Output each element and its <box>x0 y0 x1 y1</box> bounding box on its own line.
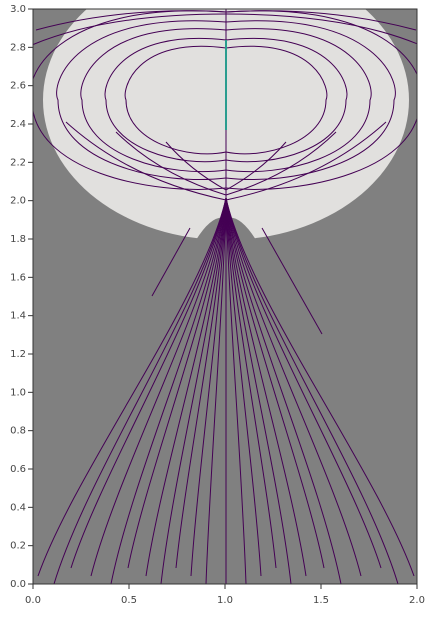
streamline <box>225 197 277 569</box>
streamline <box>115 131 227 196</box>
streamline <box>225 197 247 584</box>
streamline <box>225 10 417 31</box>
streamline <box>104 37 227 163</box>
x-tick-label: 0.5 <box>121 595 137 606</box>
y-tick-label: 2.2 <box>10 157 26 168</box>
streamline <box>160 197 227 584</box>
streamline <box>225 197 307 577</box>
x-tick-label: 2.0 <box>409 595 425 606</box>
streamline <box>225 197 325 569</box>
streamline <box>90 197 227 577</box>
y-tick-label: 3.0 <box>10 4 26 15</box>
streamline <box>56 20 227 181</box>
streamlines <box>33 9 417 584</box>
y-tick-label: 1.6 <box>10 272 26 283</box>
y-tick-label: 1.2 <box>10 349 26 360</box>
streamline <box>124 45 227 155</box>
y-tick-label: 2.6 <box>10 81 26 92</box>
streamline <box>175 197 227 569</box>
y-tick-label: 0.6 <box>10 464 26 475</box>
streamline <box>225 131 337 196</box>
y-tick-label: 0.8 <box>10 426 26 437</box>
y-tick-label: 1.4 <box>10 311 26 322</box>
streamline <box>225 197 415 577</box>
streamline <box>127 197 227 569</box>
streamline <box>37 197 227 577</box>
streamline <box>53 197 227 584</box>
y-tick-label: 2.8 <box>10 42 26 53</box>
x-tick-label: 1.5 <box>313 595 329 606</box>
streamline <box>33 13 227 46</box>
y-tick-label: 1.8 <box>10 234 26 245</box>
streamline <box>70 197 227 569</box>
streamline <box>225 197 399 584</box>
x-tick-label: 0.0 <box>25 595 41 606</box>
streamline <box>225 37 348 163</box>
streamline <box>225 28 372 173</box>
streamline <box>190 197 227 577</box>
streamline <box>225 45 328 155</box>
streamline <box>225 121 387 201</box>
streamline <box>225 197 292 584</box>
streamline <box>165 141 227 191</box>
x-tick-label: 1.0 <box>217 595 233 606</box>
streamline <box>225 197 362 577</box>
field <box>33 9 417 584</box>
streamline <box>225 10 417 190</box>
y-tick-label: 1.0 <box>10 387 26 398</box>
streamline <box>35 10 227 31</box>
streamline <box>33 10 227 190</box>
y-tick-label: 0.0 <box>10 579 26 590</box>
streamline <box>225 13 417 45</box>
streamline <box>225 20 396 181</box>
y-tick-label: 0.4 <box>10 502 26 513</box>
streamline <box>261 227 323 335</box>
streamline <box>205 197 227 584</box>
streamline <box>145 197 227 577</box>
streamline <box>225 197 342 584</box>
streamline <box>225 197 262 577</box>
streamline <box>225 141 287 191</box>
y-tick-label: 2.4 <box>10 119 26 130</box>
streamline <box>151 227 191 297</box>
streamline <box>225 197 382 569</box>
streamline <box>80 28 227 173</box>
streamline <box>110 197 227 584</box>
y-tick-label: 0.2 <box>10 541 26 552</box>
streamline <box>65 121 227 201</box>
y-tick-label: 2.0 <box>10 196 26 207</box>
